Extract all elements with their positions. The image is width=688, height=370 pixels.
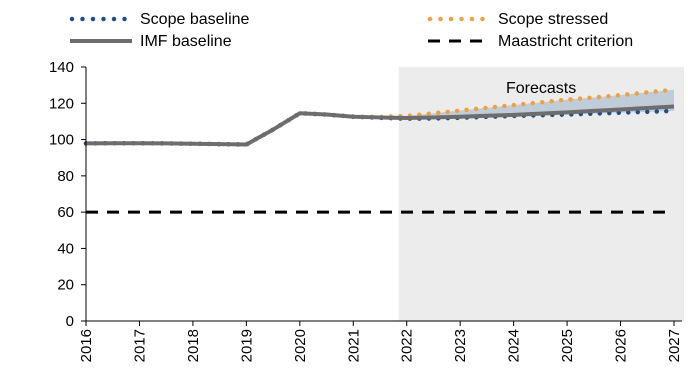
y-tick-label: 100 — [49, 132, 74, 149]
x-tick-label: 2022 — [399, 329, 416, 362]
x-tick-label: 2020 — [292, 329, 309, 362]
y-tick-label: 40 — [57, 240, 74, 257]
x-tick-label: 2027 — [666, 329, 683, 362]
legend-item-maastricht-criterion: Maastricht criterion — [428, 33, 633, 50]
y-tick-label: 60 — [57, 204, 74, 221]
x-tick-label: 2017 — [131, 329, 148, 362]
legend-label: Scope baseline — [140, 11, 250, 28]
series-imf-baseline — [85, 104, 675, 147]
y-tick-label: 120 — [49, 95, 74, 112]
y-tick-label: 20 — [57, 277, 74, 294]
legend-label: Scope stressed — [498, 11, 608, 28]
x-tick-label: 2016 — [78, 329, 95, 362]
x-tick-label: 2025 — [559, 329, 576, 362]
legend-label: IMF baseline — [140, 33, 232, 50]
legend-item-imf-baseline: IMF baseline — [70, 33, 232, 50]
x-tick-label: 2019 — [238, 329, 255, 362]
forecasts-annotation: Forecasts — [506, 80, 576, 97]
x-tick-label: 2023 — [452, 329, 469, 362]
x-tick-label: 2026 — [613, 329, 630, 362]
legend-label: Maastricht criterion — [498, 33, 633, 50]
x-tick-label: 2021 — [345, 329, 362, 362]
x-tick-label: 2018 — [185, 329, 202, 362]
y-tick-label: 140 — [49, 59, 74, 76]
x-tick-label: 2024 — [506, 329, 523, 362]
y-tick-label: 0 — [66, 313, 74, 330]
y-tick-label: 80 — [57, 168, 74, 185]
legend-item-scope-stressed: Scope stressed — [427, 11, 608, 28]
legend-item-scope-baseline: Scope baseline — [69, 11, 250, 28]
